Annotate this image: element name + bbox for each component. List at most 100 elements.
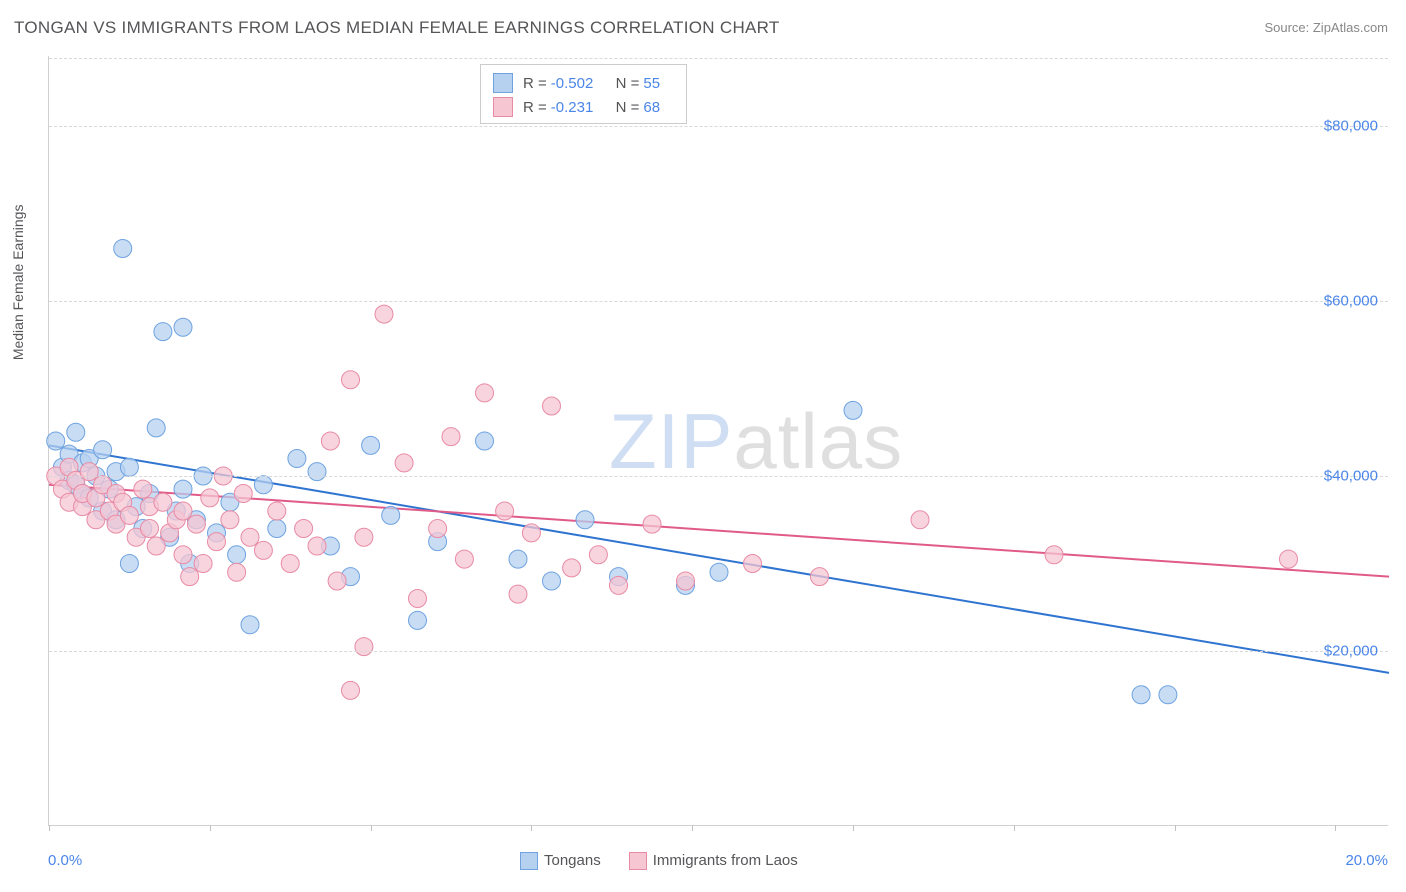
series-legend-item: Tongans	[520, 852, 601, 870]
data-point	[321, 432, 339, 450]
series-legend: Tongans Immigrants from Laos	[520, 852, 798, 870]
data-point	[80, 463, 98, 481]
data-point	[201, 489, 219, 507]
data-point	[1280, 550, 1298, 568]
data-point	[221, 511, 239, 529]
x-tick	[49, 825, 50, 831]
data-point	[234, 485, 252, 503]
gridline	[49, 126, 1388, 127]
data-point	[476, 432, 494, 450]
data-point	[442, 428, 460, 446]
data-point	[194, 555, 212, 573]
data-point	[509, 550, 527, 568]
data-point	[134, 480, 152, 498]
data-point	[375, 305, 393, 323]
x-tick	[1014, 825, 1015, 831]
data-point	[543, 572, 561, 590]
data-point	[509, 585, 527, 603]
y-tick-label: $80,000	[1324, 118, 1378, 135]
chart-title: TONGAN VS IMMIGRANTS FROM LAOS MEDIAN FE…	[14, 18, 780, 38]
data-point	[342, 681, 360, 699]
data-point	[67, 423, 85, 441]
data-point	[147, 537, 165, 555]
data-point	[114, 240, 132, 258]
data-point	[563, 559, 581, 577]
gridline	[49, 651, 1388, 652]
data-point	[268, 520, 286, 538]
data-point	[844, 401, 862, 419]
x-tick	[531, 825, 532, 831]
data-point	[288, 450, 306, 468]
data-point	[181, 568, 199, 586]
data-point	[643, 515, 661, 533]
data-point	[174, 546, 192, 564]
data-point	[409, 611, 427, 629]
legend-swatch	[493, 97, 513, 117]
data-point	[811, 568, 829, 586]
source-attribution: Source: ZipAtlas.com	[1264, 20, 1388, 35]
data-point	[382, 506, 400, 524]
data-point	[576, 511, 594, 529]
x-tick	[853, 825, 854, 831]
data-point	[154, 323, 172, 341]
x-tick	[1335, 825, 1336, 831]
legend-swatch	[520, 852, 538, 870]
data-point	[268, 502, 286, 520]
x-tick	[1175, 825, 1176, 831]
data-point	[677, 572, 695, 590]
data-point	[496, 502, 514, 520]
stats-legend: R =-0.502 N =55 R =-0.231 N =68	[480, 64, 687, 124]
x-axis-start-label: 0.0%	[48, 852, 82, 869]
data-point	[147, 419, 165, 437]
data-point	[342, 371, 360, 389]
regression-line	[49, 445, 1389, 673]
series-legend-label: Immigrants from Laos	[653, 852, 798, 869]
x-axis-end-label: 20.0%	[1345, 852, 1388, 869]
data-point	[589, 546, 607, 564]
stats-legend-row: R =-0.231 N =68	[493, 95, 674, 119]
data-point	[228, 563, 246, 581]
data-point	[476, 384, 494, 402]
data-point	[429, 520, 447, 538]
legend-stats-text: R =-0.502 N =55	[523, 75, 674, 92]
data-point	[308, 463, 326, 481]
legend-stats-text: R =-0.231 N =68	[523, 99, 674, 116]
data-point	[1132, 686, 1150, 704]
x-tick	[210, 825, 211, 831]
data-point	[710, 563, 728, 581]
y-tick-label: $40,000	[1324, 468, 1378, 485]
data-point	[455, 550, 473, 568]
data-point	[254, 541, 272, 559]
plot-svg	[49, 56, 1389, 826]
chart-container: TONGAN VS IMMIGRANTS FROM LAOS MEDIAN FE…	[0, 0, 1406, 892]
data-point	[174, 480, 192, 498]
data-point	[610, 576, 628, 594]
x-tick	[371, 825, 372, 831]
legend-swatch	[629, 852, 647, 870]
data-point	[355, 638, 373, 656]
data-point	[522, 524, 540, 542]
data-point	[254, 476, 272, 494]
data-point	[744, 555, 762, 573]
data-point	[208, 533, 226, 551]
data-point	[120, 506, 138, 524]
data-point	[241, 528, 259, 546]
data-point	[241, 616, 259, 634]
data-point	[355, 528, 373, 546]
data-point	[395, 454, 413, 472]
data-point	[328, 572, 346, 590]
data-point	[281, 555, 299, 573]
y-tick-label: $20,000	[1324, 643, 1378, 660]
data-point	[228, 546, 246, 564]
data-point	[174, 502, 192, 520]
data-point	[47, 432, 65, 450]
gridline	[49, 58, 1388, 59]
data-point	[94, 441, 112, 459]
data-point	[295, 520, 313, 538]
gridline	[49, 476, 1388, 477]
data-point	[141, 520, 159, 538]
data-point	[174, 318, 192, 336]
data-point	[187, 515, 205, 533]
y-tick-label: $60,000	[1324, 293, 1378, 310]
series-legend-label: Tongans	[544, 852, 601, 869]
